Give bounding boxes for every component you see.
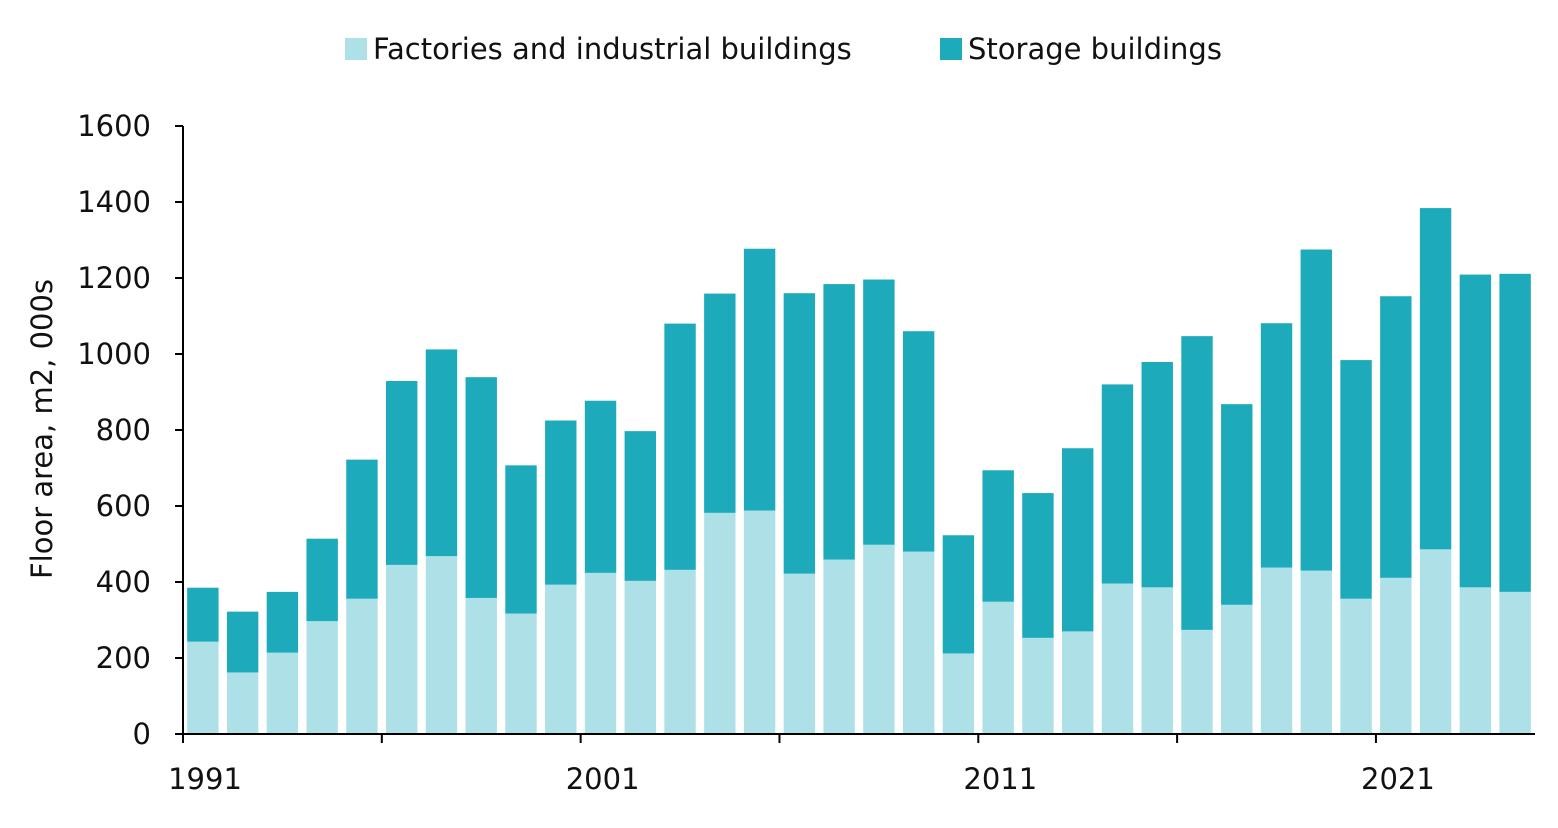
bar-factories-2022 xyxy=(1419,549,1452,734)
y-tick-label-600: 600 xyxy=(96,489,151,523)
bar-factories-2021 xyxy=(1380,577,1412,734)
bar-factories-2017 xyxy=(1221,604,1253,734)
bar-storage-2019 xyxy=(1300,249,1332,571)
bar-storage-2003 xyxy=(664,323,696,570)
bar-factories-1991 xyxy=(187,641,219,734)
bar-factories-2020 xyxy=(1340,598,1372,734)
bar-storage-1994 xyxy=(306,538,338,622)
bar-storage-1997 xyxy=(425,349,458,557)
bar-factories-2018 xyxy=(1260,567,1293,734)
bar-storage-2021 xyxy=(1380,296,1412,578)
bar-storage-2012 xyxy=(1022,493,1054,638)
bar-storage-2002 xyxy=(624,431,656,581)
bar-factories-2016 xyxy=(1181,629,1213,734)
bar-factories-1998 xyxy=(465,597,497,734)
y-tick-label-1400: 1400 xyxy=(77,185,151,219)
x-tick-label-2021: 2021 xyxy=(1361,762,1435,796)
bar-factories-2011 xyxy=(982,601,1014,734)
y-tick-label-1000: 1000 xyxy=(77,337,151,371)
bar-factories-2005 xyxy=(743,510,776,734)
bar-storage-1996 xyxy=(386,380,418,565)
y-tick-label-400: 400 xyxy=(96,565,151,599)
legend-label-factories: Factories and industrial buildings xyxy=(373,32,852,66)
bar-storage-2009 xyxy=(902,331,935,552)
bar-storage-2018 xyxy=(1260,323,1293,568)
x-tick-label-2011: 2011 xyxy=(963,762,1037,796)
bar-storage-2006 xyxy=(783,293,816,574)
legend-label-storage: Storage buildings xyxy=(968,32,1222,66)
bar-factories-1992 xyxy=(226,672,259,734)
bar-factories-2004 xyxy=(704,512,736,734)
bar-factories-2023 xyxy=(1459,587,1492,734)
bar-storage-2016 xyxy=(1181,336,1213,630)
bar-factories-2003 xyxy=(664,569,696,734)
bar-factories-2000 xyxy=(545,584,577,734)
y-tick-label-1200: 1200 xyxy=(77,261,151,295)
bar-storage-2013 xyxy=(1062,448,1094,632)
bar-factories-2024 xyxy=(1499,591,1531,734)
bar-factories-2002 xyxy=(624,580,656,734)
bar-factories-2019 xyxy=(1300,570,1332,734)
bar-storage-1998 xyxy=(465,377,497,598)
bar-factories-2014 xyxy=(1101,583,1134,734)
x-tick-label-2001: 2001 xyxy=(566,762,640,796)
bar-factories-2012 xyxy=(1022,637,1054,734)
bar-factories-2010 xyxy=(942,653,975,734)
bar-storage-1991 xyxy=(187,587,219,642)
bars-group xyxy=(187,208,1531,734)
bar-storage-2008 xyxy=(863,279,895,545)
legend-swatch-storage xyxy=(940,38,962,60)
bar-storage-2024 xyxy=(1499,273,1531,592)
legend-swatch-factories xyxy=(345,38,367,60)
bar-storage-2015 xyxy=(1141,361,1173,588)
bar-storage-2001 xyxy=(584,400,617,573)
bar-storage-2004 xyxy=(704,293,736,513)
bar-storage-2017 xyxy=(1221,404,1253,605)
y-axis-title: Floor area, m2, 000s xyxy=(25,279,59,579)
bar-factories-1994 xyxy=(306,621,338,734)
bar-storage-1993 xyxy=(266,591,299,653)
bar-storage-2022 xyxy=(1419,208,1452,550)
legend: Factories and industrial buildings Stora… xyxy=(345,32,1222,66)
bar-storage-1992 xyxy=(226,611,259,673)
bar-factories-2006 xyxy=(783,573,816,734)
bar-factories-1993 xyxy=(266,652,299,734)
bar-storage-2010 xyxy=(942,535,975,654)
x-tick-label-1991: 1991 xyxy=(168,762,242,796)
bar-factories-1997 xyxy=(425,556,458,734)
y-tick-label-800: 800 xyxy=(96,413,151,447)
bar-factories-1996 xyxy=(386,564,418,734)
bar-storage-2007 xyxy=(823,284,855,560)
axes-group: 0 200 400 600 800 1000 1200 1400 1600 1991 2001 201… xyxy=(77,109,1535,796)
bar-storage-2023 xyxy=(1459,274,1492,588)
bar-storage-1999 xyxy=(505,465,537,614)
bar-storage-2000 xyxy=(545,420,577,585)
bar-storage-2005 xyxy=(743,248,776,511)
bar-factories-2008 xyxy=(863,544,895,734)
bar-storage-2011 xyxy=(982,470,1014,602)
bar-factories-2007 xyxy=(823,559,855,734)
y-tick-label-0: 0 xyxy=(133,717,151,751)
y-tick-label-200: 200 xyxy=(96,641,151,675)
bar-factories-2013 xyxy=(1062,631,1094,734)
bar-factories-1995 xyxy=(346,598,378,734)
bar-storage-2020 xyxy=(1340,360,1372,599)
bar-factories-2009 xyxy=(902,551,935,734)
bar-factories-2001 xyxy=(584,572,617,734)
bar-factories-1999 xyxy=(505,613,537,734)
bar-storage-1995 xyxy=(346,459,378,599)
y-tick-label-1600: 1600 xyxy=(77,109,151,143)
bar-factories-2015 xyxy=(1141,587,1173,734)
bar-storage-2014 xyxy=(1101,384,1134,584)
